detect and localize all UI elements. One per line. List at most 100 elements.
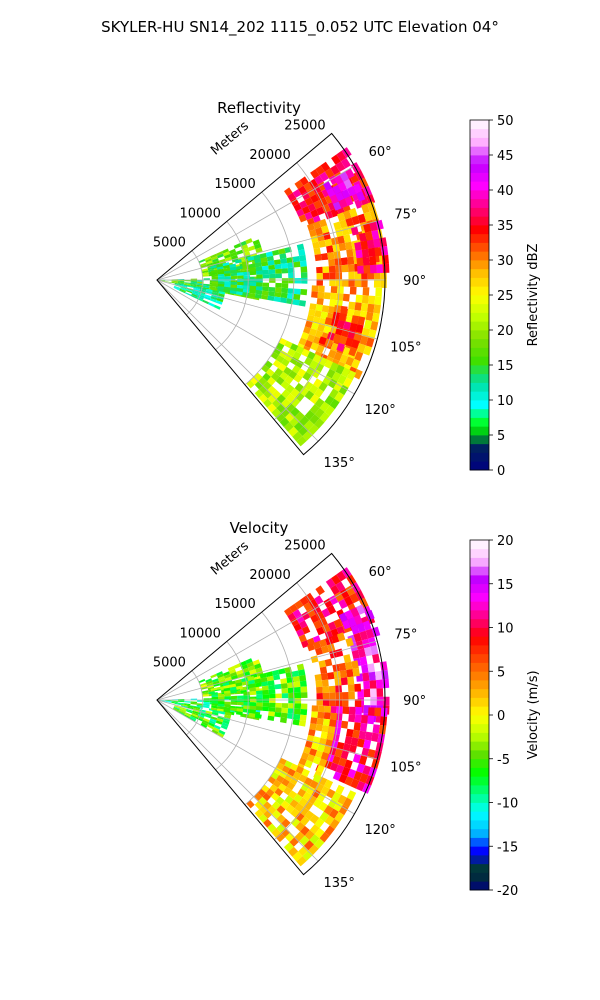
colorbar-segment	[470, 356, 489, 366]
echo-cell	[316, 279, 323, 286]
echo-cell	[205, 710, 213, 715]
echo-cell	[335, 764, 345, 774]
echo-cell	[263, 389, 273, 399]
echo-cell	[333, 726, 341, 735]
colorbar-segment	[470, 172, 489, 182]
echo-cell	[351, 215, 360, 226]
echo-cell	[342, 377, 353, 388]
echo-cell	[355, 294, 363, 303]
echo-cell	[268, 269, 276, 275]
echo-cell	[262, 706, 269, 712]
echo-cell	[341, 720, 349, 729]
echo-cell	[296, 663, 305, 671]
echo-cell	[243, 705, 250, 710]
echo-cell	[370, 321, 379, 331]
echo-cell	[296, 243, 305, 251]
colorbar-segment	[470, 557, 489, 567]
echo-cell	[326, 245, 334, 253]
echo-cell	[330, 164, 340, 176]
echo-cell	[254, 800, 264, 810]
echo-cell	[210, 673, 218, 679]
echo-cell	[209, 718, 217, 723]
echo-cell	[237, 702, 244, 706]
echo-cell	[248, 263, 256, 268]
echo-cell	[347, 684, 355, 692]
echo-cell	[319, 811, 329, 822]
echo-cell	[179, 289, 186, 294]
echo-cell	[289, 836, 300, 847]
echo-cell	[218, 676, 225, 681]
echo-cell	[308, 424, 319, 435]
echo-cell	[177, 281, 185, 284]
echo-cell	[322, 718, 331, 726]
echo-cell	[207, 724, 214, 730]
echo-cell	[268, 291, 275, 297]
echo-cell	[202, 272, 209, 275]
echo-cell	[171, 281, 178, 283]
echo-cell	[260, 257, 268, 263]
colorbar-segment	[470, 881, 489, 891]
colorbar-tick-label: -20	[497, 884, 518, 899]
echo-cell	[320, 731, 329, 740]
echo-cell	[275, 268, 282, 274]
echo-cell	[206, 288, 213, 292]
echo-cell	[369, 221, 378, 232]
echo-cell	[236, 685, 243, 690]
echo-cell	[311, 742, 319, 751]
echo-cell	[298, 300, 306, 307]
echo-cell	[370, 696, 377, 706]
echo-cell	[309, 394, 320, 405]
echo-cell	[317, 744, 326, 753]
echo-cell	[236, 249, 244, 255]
echo-cell	[313, 221, 322, 230]
echo-cell	[363, 211, 373, 222]
echo-cell	[329, 362, 339, 372]
echo-cell	[351, 315, 359, 325]
echo-cell	[380, 661, 388, 671]
echo-cell	[181, 704, 188, 707]
echo-cell	[322, 375, 332, 386]
echo-cell	[180, 707, 187, 712]
echo-cell	[287, 288, 295, 294]
echo-cell	[325, 578, 336, 589]
azimuth-spoke	[156, 165, 355, 281]
echo-cell	[294, 411, 305, 422]
echo-cell	[353, 614, 363, 625]
echo-cell	[314, 674, 322, 682]
echo-cell	[211, 692, 218, 695]
echo-cell	[332, 664, 340, 672]
echo-cell	[220, 724, 228, 730]
echo-cell	[236, 291, 243, 296]
echo-cell	[317, 291, 325, 299]
echo-cell	[278, 363, 287, 372]
echo-cell	[332, 184, 342, 195]
echo-cell	[212, 680, 220, 685]
colorbar-segment	[470, 583, 489, 593]
echo-cell	[198, 292, 206, 297]
echo-cell	[287, 612, 296, 622]
echo-cell	[252, 659, 261, 666]
echo-cell	[293, 203, 302, 212]
echo-cell	[272, 809, 282, 819]
echo-cell	[309, 328, 318, 337]
echo-cell	[292, 256, 300, 263]
echo-cell	[292, 676, 300, 683]
azimuth-tick-label: 75°	[394, 207, 417, 222]
echo-cell	[255, 286, 263, 291]
echo-cell	[330, 237, 339, 246]
echo-cell	[320, 161, 331, 172]
echo-cell	[299, 200, 308, 209]
echo-cell	[362, 620, 372, 631]
echo-cell	[360, 303, 369, 312]
echo-cell	[343, 210, 352, 220]
echo-cell	[283, 842, 294, 852]
colorbar-segment	[470, 408, 489, 418]
echo-cell	[354, 351, 364, 362]
echo-cell	[187, 705, 194, 708]
echo-cell	[231, 674, 238, 680]
azimuth-tick-label: 75°	[394, 627, 417, 642]
echo-cell	[269, 698, 276, 703]
azimuth-spoke	[156, 279, 378, 340]
echo-cell	[280, 292, 288, 299]
